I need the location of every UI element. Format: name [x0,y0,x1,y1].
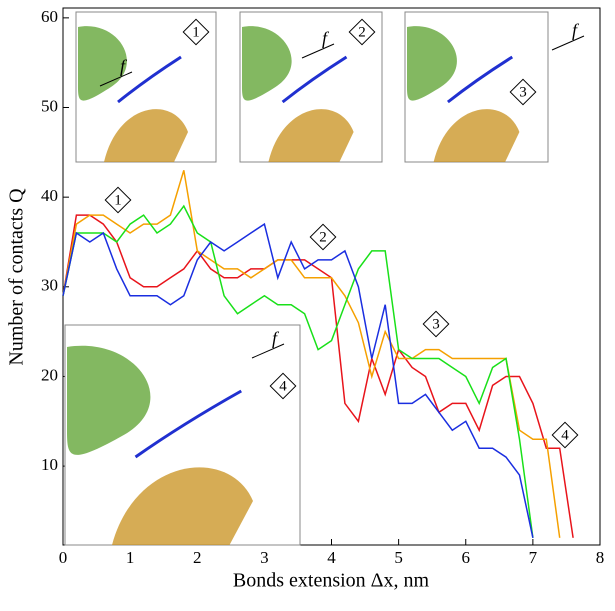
force-arrow [99,71,133,87]
diamond [509,78,537,106]
x-tick-label: 0 [59,548,68,567]
inset-protein-green [66,345,151,455]
y-tick-label: 10 [41,455,58,474]
annotation: 1 [114,192,122,208]
x-tick-label: 6 [462,548,471,567]
x-tick-label: 1 [126,548,135,567]
series-line [62,204,534,538]
inset-protein-gold [433,109,520,162]
inset-ligand [281,55,348,104]
force-arrow [551,35,585,51]
x-tick-label: 8 [596,548,605,567]
series-line [62,214,574,538]
diamond [182,18,210,46]
series-line [62,222,534,538]
y-tick-label: 60 [41,7,58,26]
diamond [309,223,337,251]
force-label: f [322,28,330,48]
force-label: f [272,328,280,348]
force-arrow [251,343,285,359]
inset-ligand [117,55,182,104]
x-tick-label: 7 [529,548,538,567]
x-tick-label: 2 [193,548,202,567]
y-tick-label: 50 [41,96,58,115]
inset-ligand [446,55,514,104]
inset-label: 2 [358,24,366,40]
diamond [551,421,579,449]
annotation: 3 [432,316,440,332]
diamond [348,18,376,46]
inset-label: 4 [279,378,287,394]
x-tick-label: 5 [394,548,403,567]
y-tick-label: 40 [41,186,58,205]
inset-protein-green [241,26,292,101]
annotation: 2 [319,229,327,245]
series-line [62,170,561,538]
inset-protein-gold [104,109,188,162]
inset-label: 3 [519,84,527,100]
diamond [422,310,450,338]
inset-protein-green [406,26,458,101]
y-tick-label: 20 [41,365,58,384]
x-tick-label: 3 [260,548,269,567]
inset-protein-gold [112,467,253,545]
force-arrow [301,43,335,59]
inset-label: 1 [192,24,200,40]
diamond [269,372,297,400]
x-axis-label: Bonds extension Δx, nm [233,570,430,592]
annotation: 4 [561,427,569,443]
inset-protein-green [77,26,127,101]
force-label: f [572,20,580,40]
inset-protein-gold [268,109,354,162]
y-axis-label: Number of contacts Q [6,188,28,366]
x-tick-label: 4 [327,548,336,567]
y-tick-label: 30 [41,276,58,295]
inset-ligand [134,389,242,459]
diamond [104,186,132,214]
force-label: f [120,56,128,76]
